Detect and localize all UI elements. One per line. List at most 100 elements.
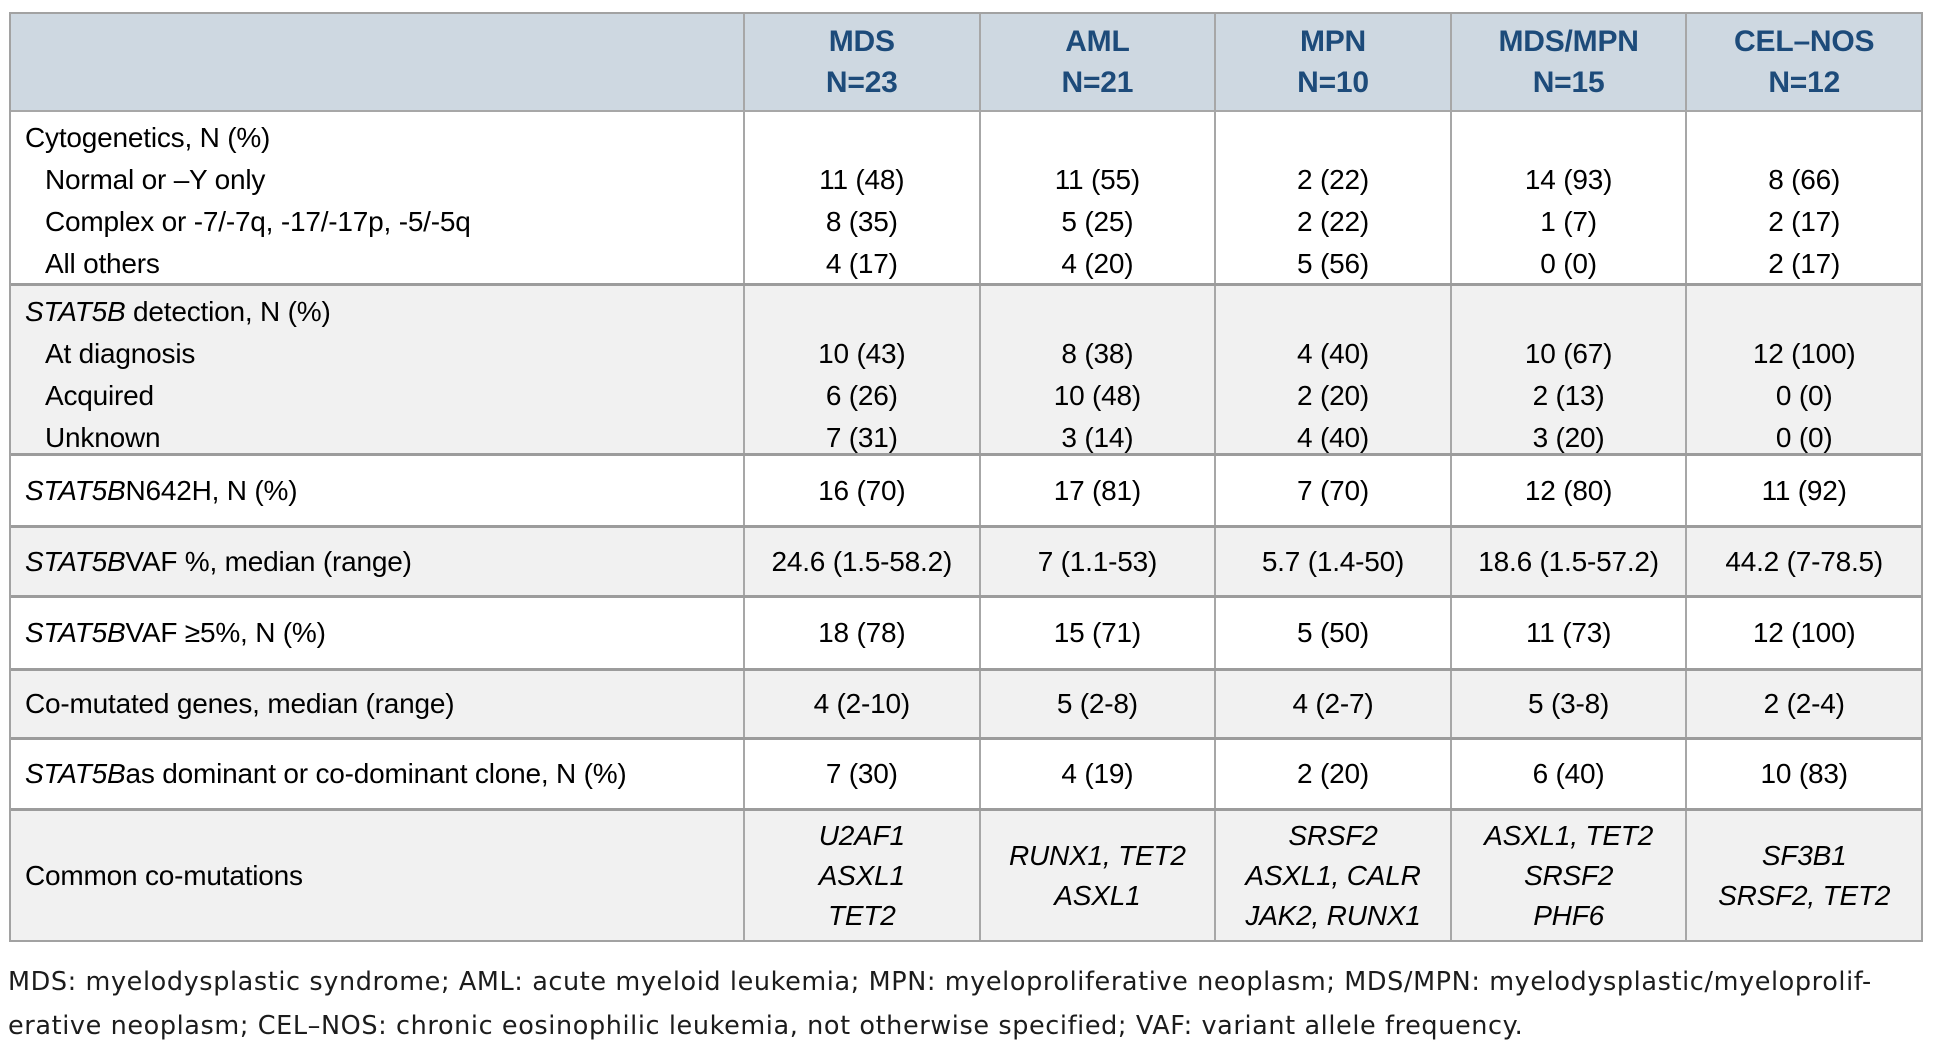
- label-text: as dominant or co-dominant clone, N (%): [125, 758, 627, 789]
- value-cell-cel-nos: 12 (100): [1685, 598, 1921, 668]
- gene-line: U2AF1: [818, 819, 905, 851]
- column-n: N=21: [1061, 66, 1134, 99]
- subrow-label: Normal or –Y only: [45, 164, 266, 195]
- footnote-line-2: erative neoplasm; CEL–NOS: chronic eosin…: [8, 1011, 1524, 1041]
- value: 1 (7): [1540, 206, 1597, 237]
- subrow-label: At diagnosis: [45, 338, 196, 369]
- value-cell-mds-mpn: 6 (40): [1449, 740, 1686, 808]
- gene-line: ASXL1: [1054, 879, 1141, 911]
- column-name: MDS/MPN: [1498, 25, 1639, 58]
- value: 10 (43): [818, 338, 906, 369]
- label-italic: STAT5B: [25, 474, 126, 506]
- row-label-cell: STAT5B as dominant or co-dominant clone,…: [11, 740, 743, 808]
- value: 0 (0): [1775, 422, 1833, 453]
- group-header-label: Cytogenetics, N (%): [25, 117, 743, 159]
- value: 4 (20): [1061, 248, 1134, 279]
- value-cell-mds: 18 (78): [743, 598, 979, 668]
- value-cell-cel-nos: 12 (100) 0 (0) 0 (0): [1685, 286, 1921, 453]
- gene-line: ASXL1: [818, 859, 905, 891]
- value-cell-mds-mpn: 14 (93) 1 (7) 0 (0): [1449, 112, 1686, 283]
- value: 4 (40): [1297, 338, 1369, 369]
- row-label-cell: Common co-mutations: [11, 811, 743, 940]
- value-cell-mpn: 4 (40) 2 (20) 4 (40): [1214, 286, 1450, 453]
- value: 3 (20): [1532, 422, 1605, 453]
- value-cell-mds-mpn: 18.6 (1.5-57.2): [1449, 528, 1686, 595]
- gene-line: JAK2, RUNX1: [1245, 899, 1421, 931]
- gene-line: SRSF2: [1523, 859, 1614, 891]
- footnote-line-1: MDS: myelodysplastic syndrome; AML: acut…: [8, 967, 1872, 997]
- column-name: CEL–NOS: [1734, 25, 1875, 58]
- value-cell-cel-nos: 10 (83): [1685, 740, 1921, 808]
- section-stat5b-vaf-median: STAT5B VAF %, median (range) 24.6 (1.5-5…: [11, 525, 1921, 595]
- value: 5 (25): [1061, 206, 1134, 237]
- label-text: Cytogenetics, N (%): [25, 122, 271, 153]
- label-italic: STAT5B: [25, 545, 126, 577]
- value-cell-mpn: 5 (50): [1214, 598, 1450, 668]
- value-cell-mds: 7 (30): [743, 740, 979, 808]
- row-label-cell: STAT5B VAF ≥5%, N (%): [11, 598, 743, 668]
- value: 2 (17): [1768, 206, 1841, 237]
- column-n: N=15: [1532, 66, 1605, 99]
- value-cell-mds-mpn: 11 (73): [1449, 598, 1686, 668]
- value-cell-mds: 11 (48) 8 (35) 4 (17): [743, 112, 979, 283]
- stat5b-clinical-table: MDS N=23 AML N=21 MPN N=10 MDS/MPN N=15 …: [9, 12, 1923, 942]
- section-co-mutated-genes: Co-mutated genes, median (range) 4 (2-10…: [11, 668, 1921, 737]
- section-cytogenetics: Cytogenetics, N (%) Normal or –Y only Co…: [11, 110, 1921, 283]
- section-stat5b-n642h: STAT5B N642H, N (%) 16 (70) 17 (81) 7 (7…: [11, 453, 1921, 525]
- label-text: VAF %, median (range): [125, 545, 412, 577]
- value-cell-mds: 24.6 (1.5-58.2): [743, 528, 979, 595]
- value: 2 (17): [1768, 248, 1841, 279]
- column-n: N=12: [1768, 66, 1841, 99]
- label-italic: STAT5B: [25, 617, 126, 648]
- label-italic: STAT5B: [25, 296, 126, 327]
- value-cell-mds: 10 (43) 6 (26) 7 (31): [743, 286, 979, 453]
- value-cell-mds-mpn: 10 (67) 2 (13) 3 (20): [1449, 286, 1686, 453]
- subrow-label: Unknown: [45, 422, 161, 453]
- value-cell-mpn: 7 (70): [1214, 456, 1450, 525]
- subrow-label: All others: [45, 248, 160, 279]
- subrow-label: Acquired: [45, 380, 154, 411]
- group-header-label: STAT5B detection, N (%): [25, 291, 743, 333]
- row-label-cell: Cytogenetics, N (%) Normal or –Y only Co…: [11, 112, 743, 283]
- label-italic: STAT5B: [25, 758, 126, 789]
- value: 2 (20): [1297, 380, 1369, 411]
- value: 2 (22): [1297, 164, 1369, 195]
- value-cell-mpn: 5.7 (1.4-50): [1214, 528, 1450, 595]
- value: 10 (48): [1053, 380, 1142, 411]
- value: 10 (67): [1524, 338, 1613, 369]
- gene-line: PHF6: [1533, 899, 1604, 931]
- value: 14 (93): [1524, 164, 1613, 195]
- value-cell-mds-mpn: ASXL1, TET2 SRSF2 PHF6: [1449, 811, 1686, 940]
- value-cell-mds: 4 (2-10): [743, 671, 979, 737]
- value: 0 (0): [1775, 380, 1833, 411]
- column-header-aml: AML N=21: [978, 14, 1215, 110]
- value-cell-mds: 16 (70): [743, 456, 979, 525]
- label-text: Co-mutated genes, median (range): [25, 688, 455, 719]
- value-cell-cel-nos: 44.2 (7-78.5): [1685, 528, 1921, 595]
- value: 4 (17): [825, 248, 898, 279]
- section-stat5b-detection: STAT5B detection, N (%) At diagnosis Acq…: [11, 283, 1921, 453]
- value: 8 (35): [825, 206, 898, 237]
- value-cell-mpn: SRSF2 ASXL1, CALR JAK2, RUNX1: [1214, 811, 1450, 940]
- gene-line: SF3B1: [1761, 839, 1847, 871]
- value-cell-aml: RUNX1, TET2 ASXL1: [978, 811, 1215, 940]
- value: 4 (40): [1297, 422, 1369, 453]
- label-text: N642H, N (%): [125, 474, 298, 506]
- value-cell-aml: 11 (55) 5 (25) 4 (20): [978, 112, 1215, 283]
- column-header-cel-nos: CEL–NOS N=12: [1685, 14, 1921, 110]
- value-cell-cel-nos: SF3B1 SRSF2, TET2: [1685, 811, 1921, 940]
- column-header-mds-mpn: MDS/MPN N=15: [1449, 14, 1686, 110]
- column-n: N=23: [825, 66, 898, 99]
- value-cell-cel-nos: 11 (92): [1685, 456, 1921, 525]
- label-text: detection, N (%): [125, 296, 331, 327]
- value-cell-mds-mpn: 12 (80): [1449, 456, 1686, 525]
- value: 2 (13): [1532, 380, 1605, 411]
- section-stat5b-dominant-clone: STAT5B as dominant or co-dominant clone,…: [11, 737, 1921, 808]
- value-cell-cel-nos: 2 (2-4): [1685, 671, 1921, 737]
- value: 2 (22): [1297, 206, 1369, 237]
- value: 11 (48): [819, 164, 905, 195]
- value-cell-mds: U2AF1 ASXL1 TET2: [743, 811, 979, 940]
- value: 6 (26): [825, 380, 898, 411]
- value: 5 (56): [1297, 248, 1369, 279]
- header-cell-empty: [11, 14, 743, 110]
